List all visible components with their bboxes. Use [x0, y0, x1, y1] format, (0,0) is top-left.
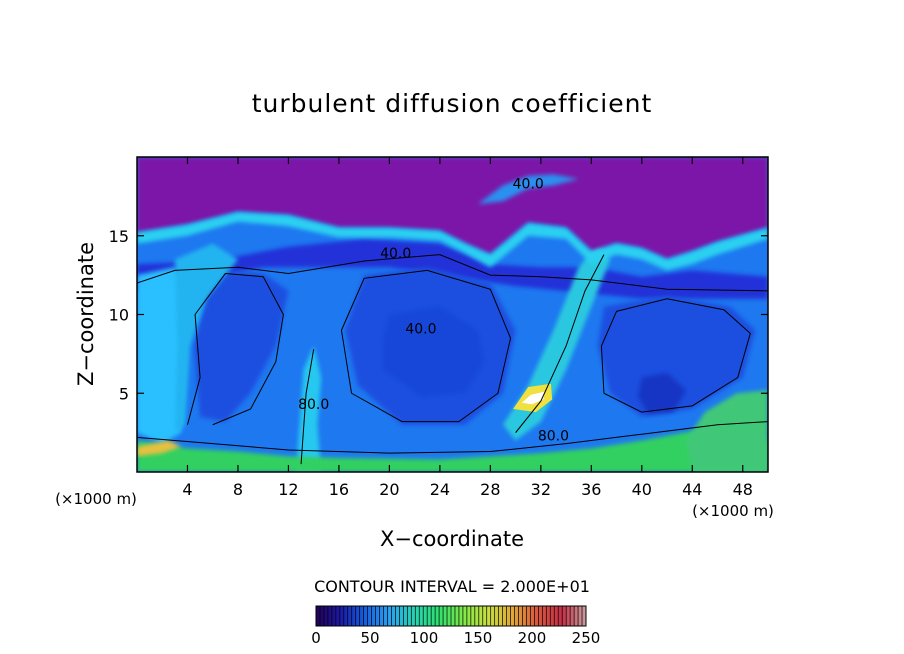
x-tick-label-40: 40: [632, 480, 652, 499]
contour-label-1: 40.0: [405, 321, 436, 337]
x-tick-label-24: 24: [430, 480, 450, 499]
colorbar-tick-label-0: 0: [311, 629, 321, 647]
contour-line-4: [137, 421, 768, 454]
colorbar-tick-label-250: 250: [572, 629, 601, 647]
surface-left-warm: [137, 440, 182, 457]
contour-interval-text: CONTOUR INTERVAL = 2.000E+01: [314, 577, 590, 596]
x-tick-label-12: 12: [278, 480, 298, 499]
colorbar-tick-label-100: 100: [410, 629, 439, 647]
x-tick-label-32: 32: [531, 480, 551, 499]
colorbar-tick-label-50: 50: [360, 629, 379, 647]
y-tick-label-10: 10: [109, 306, 129, 325]
x-tick-label-8: 8: [233, 480, 243, 499]
cloud-tail: [477, 174, 579, 205]
x-tick-label-36: 36: [581, 480, 601, 499]
left-boundary: [137, 267, 188, 444]
upper-rim: [137, 212, 768, 271]
contour-line-6: [300, 349, 315, 465]
x-unit-right: (×1000 m): [692, 502, 774, 520]
contour-field: 40.0 40.0 80.0 80.0 40.0: [137, 157, 768, 472]
x-tick-label-16: 16: [329, 480, 349, 499]
x-tick-label-4: 4: [182, 480, 192, 499]
plume-left: [174, 243, 238, 433]
x-axis-label: X−coordinate: [380, 527, 524, 551]
surface-right-hump: [685, 390, 768, 472]
surface-layer: [137, 431, 768, 472]
colorbar-tick-label-150: 150: [464, 629, 493, 647]
colorbar: 0 50 100 150 200 250: [311, 605, 601, 647]
y-axis-label: Z−coordinate: [74, 242, 98, 386]
x-unit-left: (×1000 m): [55, 490, 137, 508]
contour-label-4: 40.0: [513, 177, 544, 193]
y-tick-label-15: 15: [109, 227, 129, 246]
colorbar-frame: [315, 605, 587, 627]
y-tick-label-5: 5: [119, 384, 129, 403]
cloud-base-band: [137, 238, 768, 299]
left-core: [193, 270, 289, 422]
x-tick-label-48: 48: [733, 480, 753, 499]
contour-line-3: [600, 298, 751, 413]
contour-line-1: [186, 273, 284, 426]
right-core: [597, 295, 756, 417]
upper-layer: [137, 157, 768, 260]
contour-label-3: 80.0: [538, 429, 569, 445]
central-deep-core: [383, 306, 485, 397]
x-tick-label-20: 20: [379, 480, 399, 499]
right-deep-core: [638, 372, 686, 414]
hot-spot-core: [521, 391, 545, 405]
contour-label-0: 40.0: [380, 246, 411, 262]
contour-line-5: [515, 254, 605, 433]
contour-line-0: [137, 254, 768, 292]
contour-label-2: 80.0: [298, 397, 329, 413]
x-tick-label-44: 44: [682, 480, 702, 499]
chart-title: turbulent diffusion coefficient: [252, 89, 653, 118]
contour-line-2: [340, 269, 512, 423]
x-tick-label-28: 28: [480, 480, 500, 499]
colorbar-tick-label-200: 200: [518, 629, 547, 647]
